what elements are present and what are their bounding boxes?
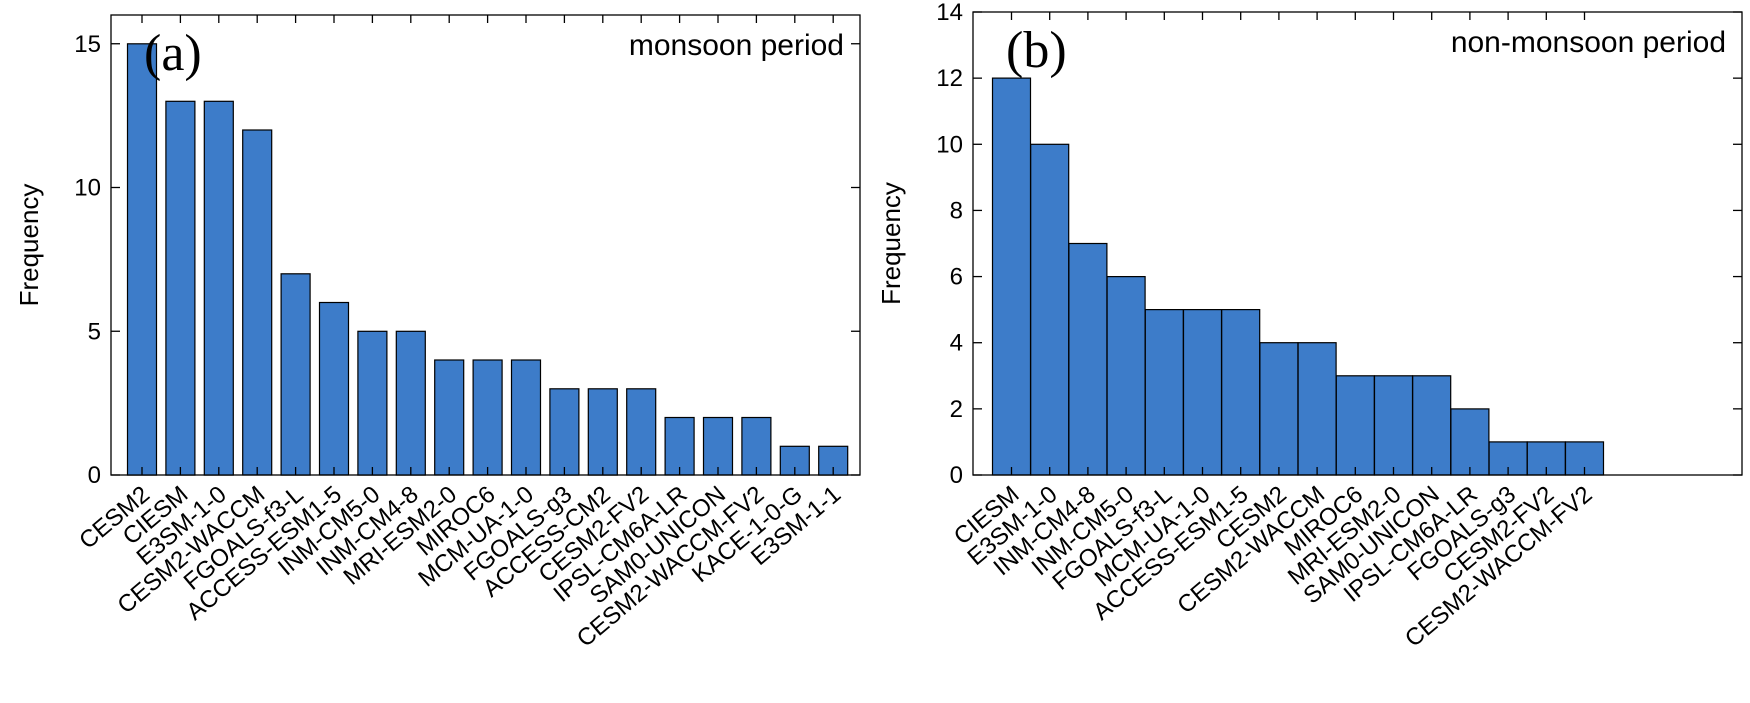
- bar-ciesm: [991, 77, 1032, 476]
- y-tick-label: 2: [950, 396, 963, 423]
- bar-mri-esm2-0: [434, 359, 465, 476]
- bar-miroc6: [1335, 375, 1375, 476]
- bar-ipsl-cm6a-lr: [664, 416, 695, 476]
- panel-a-monsoon: 051015CESM2CIESME3SM-1-0CESM2-WACCMFGOAL…: [14, 14, 861, 653]
- y-tick-label: 10: [74, 175, 101, 202]
- panel-label: (a): [144, 25, 202, 82]
- bar-cesm2-fv2: [626, 388, 657, 476]
- y-axis: 0 2 4 6 8 10 12 14: [936, 0, 1742, 489]
- bar-access-esm1-5: [318, 301, 350, 476]
- y-tick-label: 4: [950, 330, 963, 357]
- bar-fgoals-f3-l: [1144, 309, 1184, 476]
- bar-mcm-ua-1-0: [510, 359, 542, 476]
- bar-cesm2-waccm-fv2: [741, 416, 772, 476]
- y-axis: 0 5 10 15: [74, 31, 860, 489]
- bar-sam0-unicon: [1412, 375, 1452, 476]
- bar-cesm2-waccm: [1297, 342, 1337, 476]
- bar-cesm2: [1259, 342, 1299, 476]
- bars: [991, 77, 1605, 476]
- bar-mcm-ua-1-0: [1182, 309, 1223, 476]
- bar-inm-cm5-0: [1106, 276, 1146, 476]
- bar-inm-cm5-0: [357, 330, 388, 476]
- bar-sam0-unicon: [702, 416, 734, 476]
- y-tick-label: 5: [88, 318, 101, 345]
- bar-access-cm2: [587, 388, 618, 476]
- y-tick-label: 0: [950, 462, 963, 489]
- bar-fgoals-f3-l: [280, 273, 311, 476]
- bar-fgoals-g3: [549, 388, 580, 476]
- y-tick-label: 10: [936, 131, 963, 158]
- axes-box: [972, 11, 1743, 476]
- y-tick-label: 8: [950, 197, 963, 224]
- chart-title: non-monsoon period: [1451, 26, 1726, 59]
- y-axis-label: Frequency: [14, 184, 44, 307]
- y-tick-label: 15: [74, 31, 101, 58]
- bar-ciesm: [165, 100, 196, 476]
- bar-e3sm-1-0: [1030, 143, 1070, 476]
- bar-access-esm1-5: [1221, 309, 1261, 476]
- axes-box: [110, 14, 861, 476]
- bar-ipsl-cm6a-lr: [1450, 408, 1490, 476]
- y-tick-label: 14: [936, 0, 963, 26]
- panel-b-non-monsoon: 02468101214CIESME3SM-1-0INM-CM4-8INM-CM5…: [876, 0, 1743, 653]
- y-tick-label: 6: [950, 264, 963, 291]
- chart-title: monsoon period: [629, 29, 844, 62]
- bar-miroc6: [472, 359, 503, 476]
- panel-label: (b): [1006, 22, 1067, 79]
- y-tick-label: 12: [936, 65, 963, 92]
- bar-cesm2: [126, 43, 158, 476]
- bar-inm-cm4-8: [1068, 242, 1108, 476]
- bar-inm-cm4-8: [395, 330, 426, 476]
- bars: [126, 43, 849, 476]
- y-tick-label: 0: [88, 462, 101, 489]
- y-axis-label: Frequency: [876, 182, 906, 305]
- bar-e3sm-1-0: [203, 100, 234, 476]
- bar-cesm2-waccm: [242, 129, 273, 476]
- bar-mri-esm2-0: [1373, 375, 1414, 476]
